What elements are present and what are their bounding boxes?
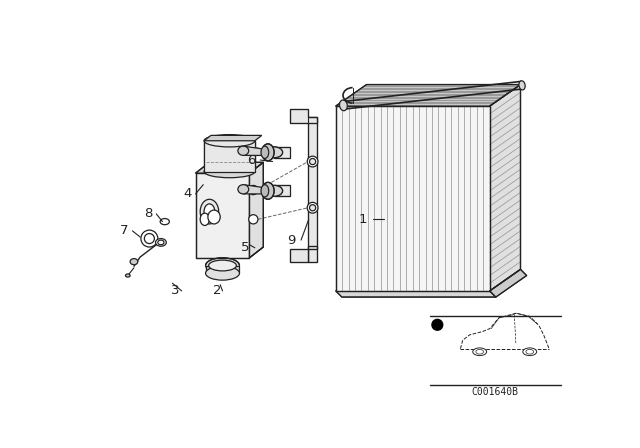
Ellipse shape	[249, 215, 258, 224]
Text: 2: 2	[213, 284, 221, 297]
Ellipse shape	[141, 230, 158, 247]
Polygon shape	[336, 106, 490, 291]
Ellipse shape	[249, 185, 258, 195]
Ellipse shape	[209, 260, 236, 271]
Polygon shape	[274, 147, 289, 158]
Ellipse shape	[208, 210, 220, 224]
Ellipse shape	[204, 165, 255, 178]
Polygon shape	[289, 246, 317, 262]
Polygon shape	[250, 162, 263, 258]
Ellipse shape	[200, 199, 219, 224]
Ellipse shape	[160, 219, 170, 225]
Ellipse shape	[266, 185, 283, 196]
Ellipse shape	[523, 348, 537, 356]
Ellipse shape	[310, 205, 316, 211]
Ellipse shape	[519, 81, 525, 90]
Polygon shape	[205, 266, 239, 273]
Ellipse shape	[307, 156, 318, 167]
Ellipse shape	[473, 348, 486, 356]
Ellipse shape	[476, 349, 484, 354]
Polygon shape	[204, 135, 262, 141]
Circle shape	[432, 319, 443, 330]
Ellipse shape	[526, 349, 534, 354]
Polygon shape	[196, 162, 263, 173]
Ellipse shape	[307, 202, 318, 213]
Ellipse shape	[205, 258, 239, 273]
Ellipse shape	[262, 144, 274, 161]
Text: 1: 1	[358, 213, 367, 226]
Polygon shape	[289, 109, 317, 123]
Text: C001640B: C001640B	[472, 387, 518, 397]
Polygon shape	[308, 117, 317, 262]
Polygon shape	[243, 185, 265, 194]
Text: 9: 9	[287, 233, 295, 246]
Text: 7: 7	[120, 224, 128, 237]
Polygon shape	[336, 291, 496, 297]
Polygon shape	[490, 269, 527, 297]
Polygon shape	[196, 173, 250, 258]
Ellipse shape	[158, 240, 164, 245]
Ellipse shape	[204, 134, 255, 147]
Ellipse shape	[261, 185, 269, 197]
Ellipse shape	[261, 146, 269, 159]
Ellipse shape	[266, 147, 283, 158]
Ellipse shape	[205, 266, 239, 280]
Ellipse shape	[130, 258, 138, 265]
Ellipse shape	[145, 233, 154, 244]
Text: 5: 5	[241, 241, 250, 254]
Ellipse shape	[204, 204, 215, 220]
Ellipse shape	[266, 147, 283, 158]
Polygon shape	[336, 85, 520, 106]
Text: 3: 3	[172, 284, 180, 297]
Ellipse shape	[266, 185, 283, 196]
Ellipse shape	[339, 100, 348, 111]
Ellipse shape	[238, 185, 249, 194]
Polygon shape	[274, 185, 289, 196]
Ellipse shape	[156, 238, 166, 246]
Ellipse shape	[238, 146, 249, 155]
Ellipse shape	[200, 213, 209, 225]
Polygon shape	[243, 146, 265, 155]
Polygon shape	[490, 85, 520, 291]
Text: 6: 6	[247, 154, 255, 167]
Text: 4: 4	[184, 187, 192, 200]
Ellipse shape	[262, 182, 274, 199]
Ellipse shape	[310, 159, 316, 165]
Polygon shape	[204, 141, 255, 172]
Text: 8: 8	[143, 207, 152, 220]
Ellipse shape	[125, 274, 130, 277]
